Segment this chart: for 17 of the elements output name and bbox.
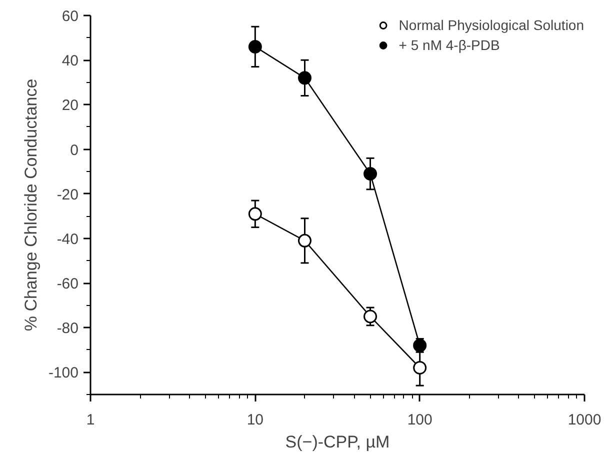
y-tick-label: 60 — [62, 8, 79, 25]
y-tick-label: -60 — [56, 276, 79, 293]
y-tick-label: 20 — [62, 97, 79, 114]
legend-label: + 5 nM 4-β-PDB — [398, 37, 500, 53]
x-tick-label: 1000 — [568, 412, 602, 428]
y-tick-label: -80 — [56, 320, 79, 338]
y-axis-title: % Change Chloride Conductance — [21, 78, 40, 332]
y-tick-label: -40 — [56, 230, 79, 248]
x-tick-label: 10 — [246, 412, 264, 428]
legend-label: Normal Physiological Solution — [398, 17, 584, 33]
y-tick-label: -20 — [56, 186, 79, 204]
x-tick-label: 100 — [407, 412, 432, 428]
y-tick-label: -100 — [48, 364, 79, 382]
x-axis-title: S(−)-CPP, µM — [285, 432, 390, 452]
y-tick-label: 40 — [62, 52, 79, 70]
y-tick-label: 0 — [70, 142, 78, 159]
x-tick-label: 1 — [86, 412, 95, 428]
